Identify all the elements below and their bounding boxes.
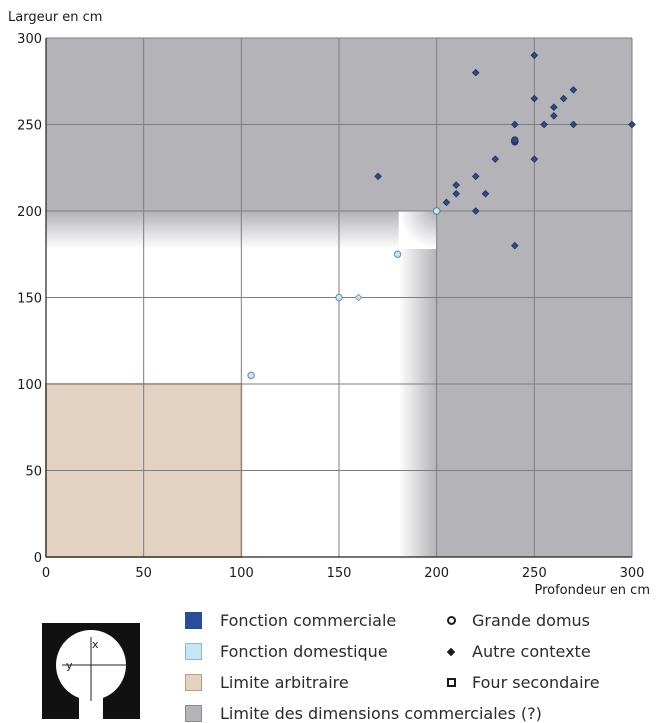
diagram-y-label: y bbox=[66, 659, 73, 672]
legend-item-grande-domus: Grande domus bbox=[445, 611, 590, 630]
data-point bbox=[530, 155, 539, 163]
data-point bbox=[530, 51, 539, 60]
legend-label-domestic: Fonction domestique bbox=[220, 642, 388, 661]
data-point bbox=[540, 120, 548, 129]
legend-item-arbitrary-limit: Limite arbitraire bbox=[185, 673, 349, 692]
x-tick-label: 300 bbox=[620, 566, 645, 581]
commercial-limit-fade-horizontal bbox=[46, 211, 399, 249]
data-point bbox=[442, 198, 451, 207]
scatter-chart: 0 50 100 150 200 250 300 0 50 100 150 200 250 300 Larg… bbox=[8, 10, 650, 598]
data-point bbox=[569, 120, 578, 129]
data-point bbox=[491, 155, 500, 163]
legend-label-arbitrary-limit: Limite arbitraire bbox=[220, 673, 349, 692]
data-point bbox=[471, 207, 480, 215]
y-tick-label: 100 bbox=[17, 378, 42, 393]
legend-item-commercial-limit: Limite des dimensions commerciales (?) bbox=[185, 704, 542, 723]
oven-diagram-icon: x y bbox=[42, 623, 140, 719]
legend-item-commercial: Fonction commerciale bbox=[185, 611, 396, 630]
data-point bbox=[452, 181, 460, 189]
data-point bbox=[511, 120, 519, 129]
y-tick-label: 250 bbox=[17, 119, 42, 134]
data-point bbox=[471, 172, 480, 181]
square-marker-icon bbox=[445, 678, 457, 687]
data-point bbox=[354, 293, 363, 302]
y-tick-label: 0 bbox=[34, 551, 42, 566]
data-point bbox=[374, 172, 382, 181]
y-axis-label: Largeur en cm bbox=[8, 10, 102, 25]
circle-marker-icon bbox=[445, 616, 457, 625]
data-point bbox=[559, 94, 568, 103]
legend-swatch-commercial-limit bbox=[185, 705, 202, 722]
legend-label-autre-contexte: Autre contexte bbox=[472, 642, 591, 661]
y-tick-label: 300 bbox=[17, 32, 42, 47]
legend-label-four-secondaire: Four secondaire bbox=[472, 673, 600, 692]
x-tick-label: 0 bbox=[42, 566, 50, 581]
data-point bbox=[471, 68, 480, 77]
commercial-limit-fade-corner bbox=[398, 211, 437, 249]
data-point bbox=[550, 103, 558, 111]
legend-item-domestic: Fonction domestique bbox=[185, 642, 388, 661]
data-point bbox=[550, 112, 558, 120]
x-axis-label: Profondeur en cm bbox=[534, 583, 650, 598]
legend-swatch-arbitrary-limit bbox=[185, 674, 202, 691]
diamond-marker-icon bbox=[445, 647, 457, 656]
legend-label-commercial-limit: Limite des dimensions commerciales (?) bbox=[220, 704, 542, 723]
y-tick-label: 50 bbox=[25, 465, 42, 480]
data-point bbox=[335, 293, 343, 302]
y-tick-label: 150 bbox=[17, 292, 42, 307]
legend-item-autre-contexte: Autre contexte bbox=[445, 642, 591, 661]
data-point bbox=[511, 241, 519, 250]
data-point bbox=[432, 207, 441, 215]
x-tick-label: 250 bbox=[522, 566, 547, 581]
x-tick-label: 150 bbox=[327, 566, 352, 581]
data-point bbox=[481, 189, 490, 198]
data-point bbox=[247, 371, 255, 380]
data-point bbox=[628, 120, 636, 129]
x-tick-label: 200 bbox=[424, 566, 449, 581]
commercial-limit-fade-vertical bbox=[398, 249, 437, 557]
x-tick-label: 100 bbox=[229, 566, 254, 581]
legend-label-commercial: Fonction commerciale bbox=[220, 611, 397, 630]
legend-item-four-secondaire: Four secondaire bbox=[445, 673, 600, 692]
x-tick-label: 50 bbox=[135, 566, 152, 581]
data-point bbox=[511, 136, 519, 144]
legend-label-grande-domus: Grande domus bbox=[472, 611, 591, 630]
data-point bbox=[530, 94, 539, 103]
data-point bbox=[393, 250, 402, 258]
diagram-x-label: x bbox=[92, 638, 99, 651]
data-point bbox=[452, 189, 460, 198]
legend-swatch-commercial bbox=[185, 612, 202, 629]
legend-swatch-domestic bbox=[185, 643, 202, 660]
data-point bbox=[569, 86, 578, 94]
y-tick-label: 200 bbox=[17, 205, 42, 220]
